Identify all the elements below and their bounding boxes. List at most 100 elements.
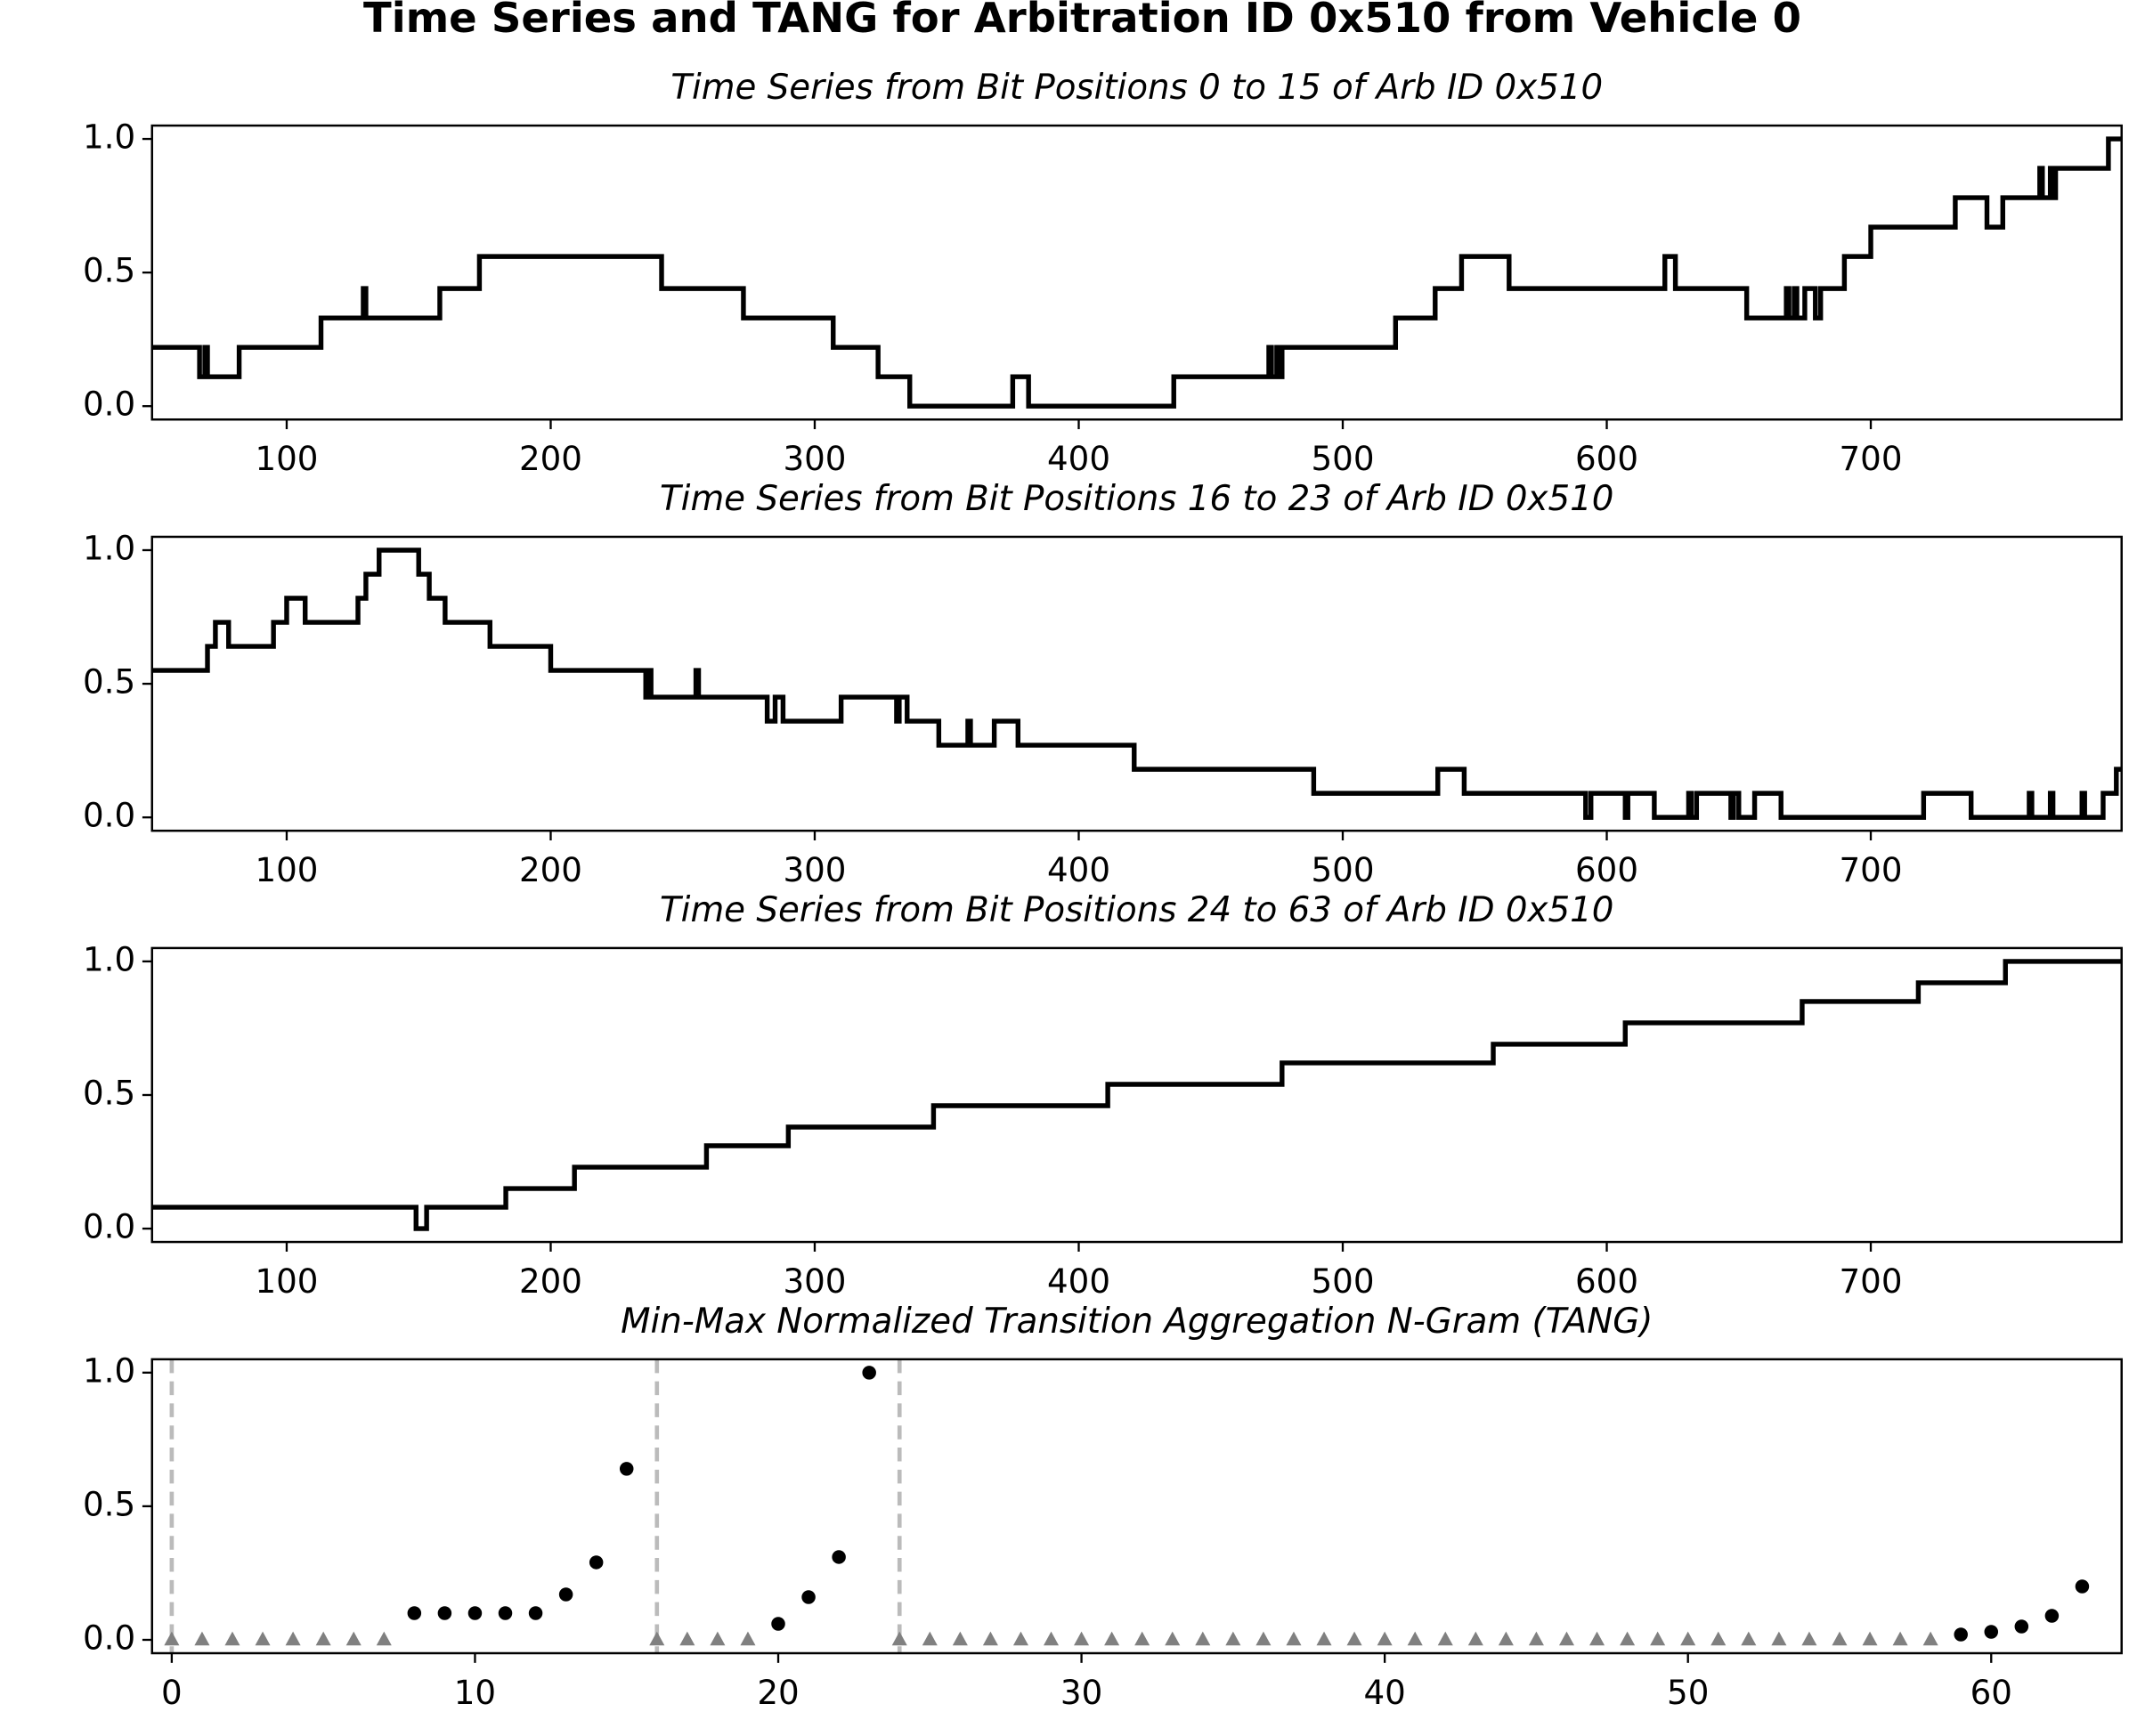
- zero-marker: [679, 1631, 695, 1646]
- x-tick-label: 40: [1363, 1673, 1405, 1712]
- x-tick-label: 600: [1575, 439, 1638, 478]
- zero-marker: [740, 1631, 756, 1646]
- x-tick-label: 200: [519, 850, 582, 889]
- zero-marker: [1801, 1631, 1817, 1646]
- x-tick-label: 100: [255, 1261, 318, 1301]
- x-tick-label: 10: [454, 1673, 496, 1712]
- zero-marker: [1710, 1631, 1727, 1646]
- x-tick-label: 300: [783, 1261, 846, 1301]
- point: [832, 1550, 846, 1564]
- axes-frame: [150, 124, 2123, 421]
- zero-marker: [1741, 1631, 1757, 1646]
- x-tick-label: 50: [1667, 1673, 1709, 1712]
- x-tick-label: 30: [1060, 1673, 1102, 1712]
- y-tick-label: 0.5: [83, 1484, 135, 1523]
- zero-marker: [194, 1631, 210, 1646]
- zero-marker: [285, 1631, 301, 1646]
- zero-marker: [952, 1631, 968, 1646]
- x-tick-label: 100: [255, 850, 318, 889]
- zero-marker: [1316, 1631, 1332, 1646]
- zero-marker: [1650, 1631, 1666, 1646]
- point: [467, 1606, 483, 1620]
- zero-marker: [1832, 1631, 1848, 1646]
- x-tick-label: 600: [1575, 1261, 1638, 1301]
- x-tick-label: 100: [255, 439, 318, 478]
- x-tick-label: 300: [783, 439, 846, 478]
- x-tick-label: 20: [757, 1673, 799, 1712]
- zero-marker: [1255, 1631, 1272, 1646]
- zero-marker: [345, 1631, 362, 1646]
- x-tick-label: 500: [1312, 1261, 1375, 1301]
- figure-title: Time Series and TANG for Arbitration ID …: [363, 0, 1801, 42]
- x-tick-label: 500: [1312, 850, 1375, 889]
- subplot-title: Min-Max Normalized Transition Aggregatio…: [621, 1302, 1653, 1342]
- zero-marker: [1407, 1631, 1423, 1646]
- axes-frame: [150, 946, 2123, 1244]
- zero-marker: [1225, 1631, 1241, 1646]
- x-tick-label: 500: [1312, 439, 1375, 478]
- point: [589, 1555, 604, 1570]
- x-tick-label: 200: [519, 439, 582, 478]
- zero-marker: [1498, 1631, 1514, 1646]
- series-line: [151, 136, 2122, 409]
- zero-marker: [649, 1631, 665, 1646]
- zero-marker: [1892, 1631, 1908, 1646]
- y-tick-label: 0.0: [83, 1207, 135, 1246]
- x-tick-label: 400: [1047, 850, 1110, 889]
- y-tick-label: 0.0: [83, 796, 135, 835]
- zero-marker: [1467, 1631, 1483, 1646]
- x-tick-label: 400: [1047, 439, 1110, 478]
- point: [407, 1606, 422, 1620]
- zero-marker: [224, 1631, 240, 1646]
- point: [2044, 1609, 2060, 1623]
- zero-marker: [891, 1631, 907, 1646]
- y-tick-label: 0.5: [83, 662, 135, 702]
- point: [2075, 1579, 2090, 1594]
- zero-marker: [1346, 1631, 1362, 1646]
- x-tick-label: 700: [1840, 850, 1903, 889]
- point: [801, 1590, 816, 1604]
- x-tick-label: 700: [1840, 1261, 1903, 1301]
- zero-marker: [1862, 1631, 1878, 1646]
- zero-marker: [1528, 1631, 1544, 1646]
- zero-marker: [255, 1631, 271, 1646]
- point: [528, 1606, 543, 1620]
- x-tick-label: 700: [1840, 439, 1903, 478]
- subplot-title: Time Series from Bit Positions 0 to 15 o…: [670, 68, 1603, 108]
- zero-marker: [1771, 1631, 1787, 1646]
- zero-marker: [922, 1631, 938, 1646]
- zero-marker: [1620, 1631, 1636, 1646]
- axes-frame: [150, 1358, 2123, 1655]
- subplot-title: Time Series from Bit Positions 24 to 63 …: [660, 890, 1613, 930]
- y-tick-label: 1.0: [83, 1351, 135, 1390]
- zero-marker: [1165, 1631, 1181, 1646]
- zero-marker: [982, 1631, 998, 1646]
- point: [1954, 1627, 1968, 1642]
- zero-marker: [1074, 1631, 1090, 1646]
- y-tick-label: 0.5: [83, 1073, 135, 1112]
- point: [771, 1617, 785, 1631]
- subplot-title: Time Series from Bit Positions 16 to 23 …: [660, 479, 1613, 519]
- zero-marker: [1043, 1631, 1060, 1646]
- zero-marker: [1104, 1631, 1120, 1646]
- y-tick-label: 0.5: [83, 251, 135, 290]
- point: [2014, 1619, 2029, 1634]
- axes-frame: [150, 535, 2123, 832]
- x-tick-label: 600: [1575, 850, 1638, 889]
- zero-marker: [1134, 1631, 1150, 1646]
- point: [862, 1366, 876, 1380]
- point: [558, 1587, 573, 1602]
- x-tick-label: 60: [1970, 1673, 2012, 1712]
- x-tick-label: 300: [783, 850, 846, 889]
- zero-marker: [1589, 1631, 1605, 1646]
- zero-marker: [1922, 1631, 1938, 1646]
- zero-marker: [376, 1631, 392, 1646]
- y-tick-label: 0.0: [83, 385, 135, 424]
- x-tick-label: 400: [1047, 1261, 1110, 1301]
- y-tick-label: 1.0: [83, 939, 135, 978]
- x-tick-label: 200: [519, 1261, 582, 1301]
- series-line: [151, 548, 2122, 820]
- point: [437, 1606, 452, 1620]
